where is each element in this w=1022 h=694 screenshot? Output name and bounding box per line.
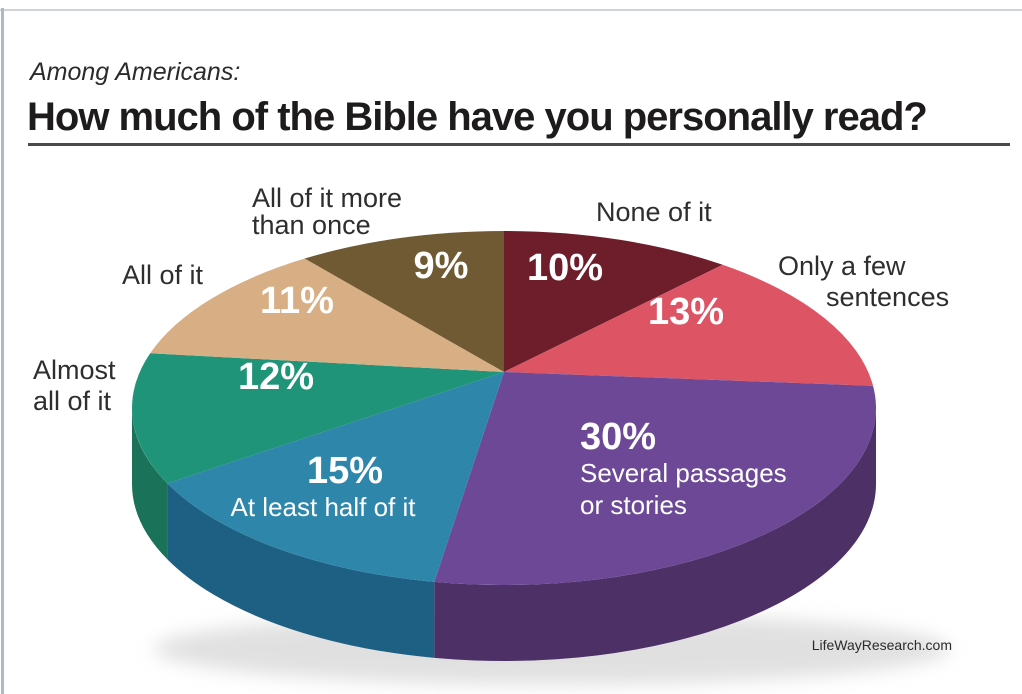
pie-slice-top [504,264,874,386]
callout-more-1: All of it more [252,183,403,213]
pie-slice-top [132,353,504,484]
percent-label-almost: 12% [237,356,315,398]
pie-slice-side [167,483,435,658]
slice-sublabel-several-2: or stories [580,490,687,520]
left-border-line [1,8,4,694]
slice-sublabel-several-1: Several passages [580,458,787,488]
callout-almost-2: all of it [33,386,112,416]
top-border-line [0,9,1022,11]
pie-slice-top [304,231,504,372]
slice-sublabel-half: At least half of it [230,492,416,522]
callout-all: All of it [122,260,204,290]
percent-label-few: 13% [647,291,725,333]
percent-label-all: 11% [260,280,334,322]
percent-label-none: 10% [526,247,604,289]
callout-almost-1: Almost [33,355,116,385]
title-underline [28,143,1010,146]
percent-label-several: 30% [580,416,657,458]
pie-slice-top [167,372,504,582]
chart-title: How much of the Bible have you personall… [27,95,928,139]
pie-slice-top [150,258,504,372]
percent-label-half: 15% [306,450,384,492]
callout-more-2: than once [252,210,371,240]
source-credit: LifeWayResearch.com [811,637,952,653]
percent-label-more: 9% [413,245,469,287]
callout-none: None of it [596,197,712,227]
callout-few-2: sentences [826,282,950,312]
callout-few-1: Only a few [778,251,906,281]
pie-slice-side [434,408,876,662]
pie-slice-top [504,231,723,372]
chart-subtitle: Among Americans: [30,58,241,86]
pie-slice-side [132,408,168,560]
pie-slice-top [434,372,876,585]
